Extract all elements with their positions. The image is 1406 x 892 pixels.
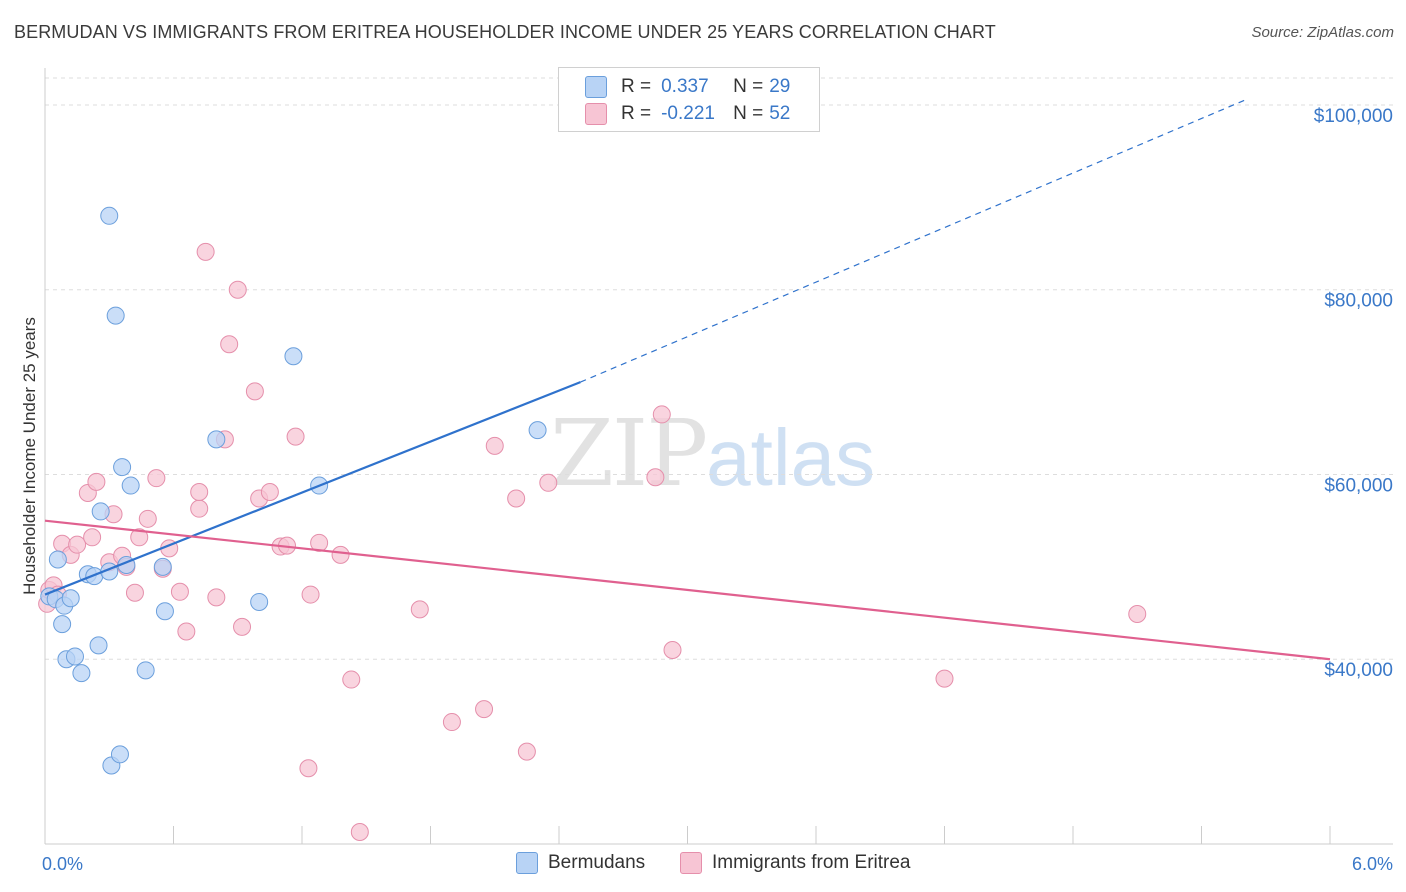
eritrea-point [485, 436, 504, 455]
trend-lines [44, 99, 1331, 661]
bermudan-point [250, 592, 269, 611]
watermark: ZIPatlas [550, 400, 875, 507]
eritrea-point [245, 382, 264, 401]
eritrea-point [68, 535, 87, 554]
chart-title: BERMUDAN VS IMMIGRANTS FROM ERITREA HOUS… [14, 22, 996, 42]
legend-item-bermudans[interactable]: Bermudans [516, 852, 645, 874]
bermudan-point [153, 557, 172, 576]
eritrea-point [228, 280, 247, 299]
eritrea-point [233, 617, 252, 636]
eritrea-point [147, 469, 166, 488]
legend-n-label: N = [733, 103, 764, 124]
x-tick-labels: 0.0% 6.0% [42, 854, 1393, 874]
bermudan-trend-line [44, 381, 581, 596]
eritrea-point [310, 533, 329, 552]
eritrea-point [301, 585, 320, 604]
eritrea-point [646, 468, 665, 487]
eritrea-point [331, 545, 350, 564]
eritrea-point [87, 472, 106, 491]
series-legend: Bermudans Immigrants from Eritrea [0, 852, 1406, 876]
source-label: Source: ZipAtlas.com [1251, 24, 1394, 41]
bermudan-point [89, 636, 108, 655]
bermudan-point [155, 602, 174, 621]
eritrea-point [138, 509, 157, 528]
bermudan-point [110, 745, 129, 764]
y-tick-labels: $40,000 $60,000 $80,000 $100,000 [1314, 106, 1393, 681]
eritrea-point [342, 670, 361, 689]
bermudans-swatch [516, 852, 538, 874]
eritrea-point [286, 427, 305, 446]
bermudan-point [72, 664, 91, 683]
eritrea-point [539, 473, 558, 492]
bermudan-point [61, 589, 80, 608]
eritrea-point [190, 499, 209, 518]
eritrea-point [652, 405, 671, 424]
y-tick-label: $100,000 [1314, 106, 1393, 127]
x-tick-label: 0.0% [42, 854, 83, 874]
y-tick-label: $80,000 [1324, 291, 1393, 312]
y-tick-label: $40,000 [1324, 660, 1393, 681]
legend-row-eritrea: R = -0.221 N = 52 [585, 100, 790, 128]
eritrea-point [663, 641, 682, 659]
eritrea-point [935, 669, 954, 688]
eritrea-point [350, 822, 369, 841]
eritrea-point [125, 583, 144, 602]
legend-n-value: 29 [769, 76, 791, 97]
legend-label-bermudans: Bermudans [548, 852, 646, 873]
eritrea-point [299, 759, 318, 778]
eritrea-point [177, 622, 196, 641]
bermudan-point [528, 421, 547, 440]
x-tick-marks [173, 826, 1331, 844]
bermudan-point [48, 550, 67, 569]
eritrea-point [475, 700, 494, 719]
eritrea-swatch [680, 852, 702, 874]
eritrea-trend-line [44, 519, 1331, 661]
bermudan-trend-extension [580, 99, 1245, 383]
legend-item-eritrea[interactable]: Immigrants from Eritrea [680, 852, 910, 874]
eritrea-point [83, 528, 102, 547]
eritrea-point [507, 489, 526, 508]
legend-row-bermudans: R = 0.337 N = 29 [585, 73, 790, 101]
x-tick-label: 6.0% [1352, 854, 1393, 874]
eritrea-point [196, 242, 215, 261]
bermudan-point [91, 502, 110, 521]
bermudan-point [106, 306, 125, 325]
watermark-atlas: atlas [706, 413, 876, 502]
eritrea-point [130, 528, 149, 547]
legend-r-label: R = [621, 103, 652, 124]
eritrea-point [517, 742, 536, 761]
eritrea-point [410, 600, 429, 619]
stats-legend: R = 0.337 N = 29 R = -0.221 N = 52 [558, 67, 820, 132]
eritrea-point [207, 588, 226, 607]
bermudan-point [136, 661, 155, 680]
eritrea-point [220, 335, 239, 354]
y-axis-label: Householder Income Under 25 years [20, 317, 39, 595]
legend-label-eritrea: Immigrants from Eritrea [712, 852, 911, 873]
legend-n-value: 52 [769, 103, 791, 124]
watermark-zip: ZIP [550, 400, 708, 507]
bermudan-point [207, 430, 226, 449]
eritrea-point [260, 483, 279, 502]
eritrea-point [190, 483, 209, 502]
eritrea-point [1128, 604, 1147, 623]
bermudan-point [65, 647, 84, 666]
grid-lines [45, 77, 1393, 660]
bermudan-point [53, 615, 72, 634]
bermudan-points [40, 206, 547, 775]
bermudans-swatch [585, 76, 607, 98]
eritrea-point [442, 713, 461, 732]
eritrea-points [38, 242, 1147, 841]
bermudan-point [113, 458, 132, 477]
legend-r-label: R = [621, 76, 652, 97]
y-tick-label: $60,000 [1324, 475, 1393, 496]
legend-r-value: 0.337 [661, 76, 709, 97]
bermudan-point [121, 476, 140, 495]
legend-n-label: N = [733, 76, 764, 97]
eritrea-point [170, 582, 189, 601]
eritrea-swatch [585, 103, 607, 125]
bermudan-point [284, 347, 303, 366]
legend-r-value: -0.221 [661, 103, 715, 124]
bermudan-point [100, 206, 119, 225]
